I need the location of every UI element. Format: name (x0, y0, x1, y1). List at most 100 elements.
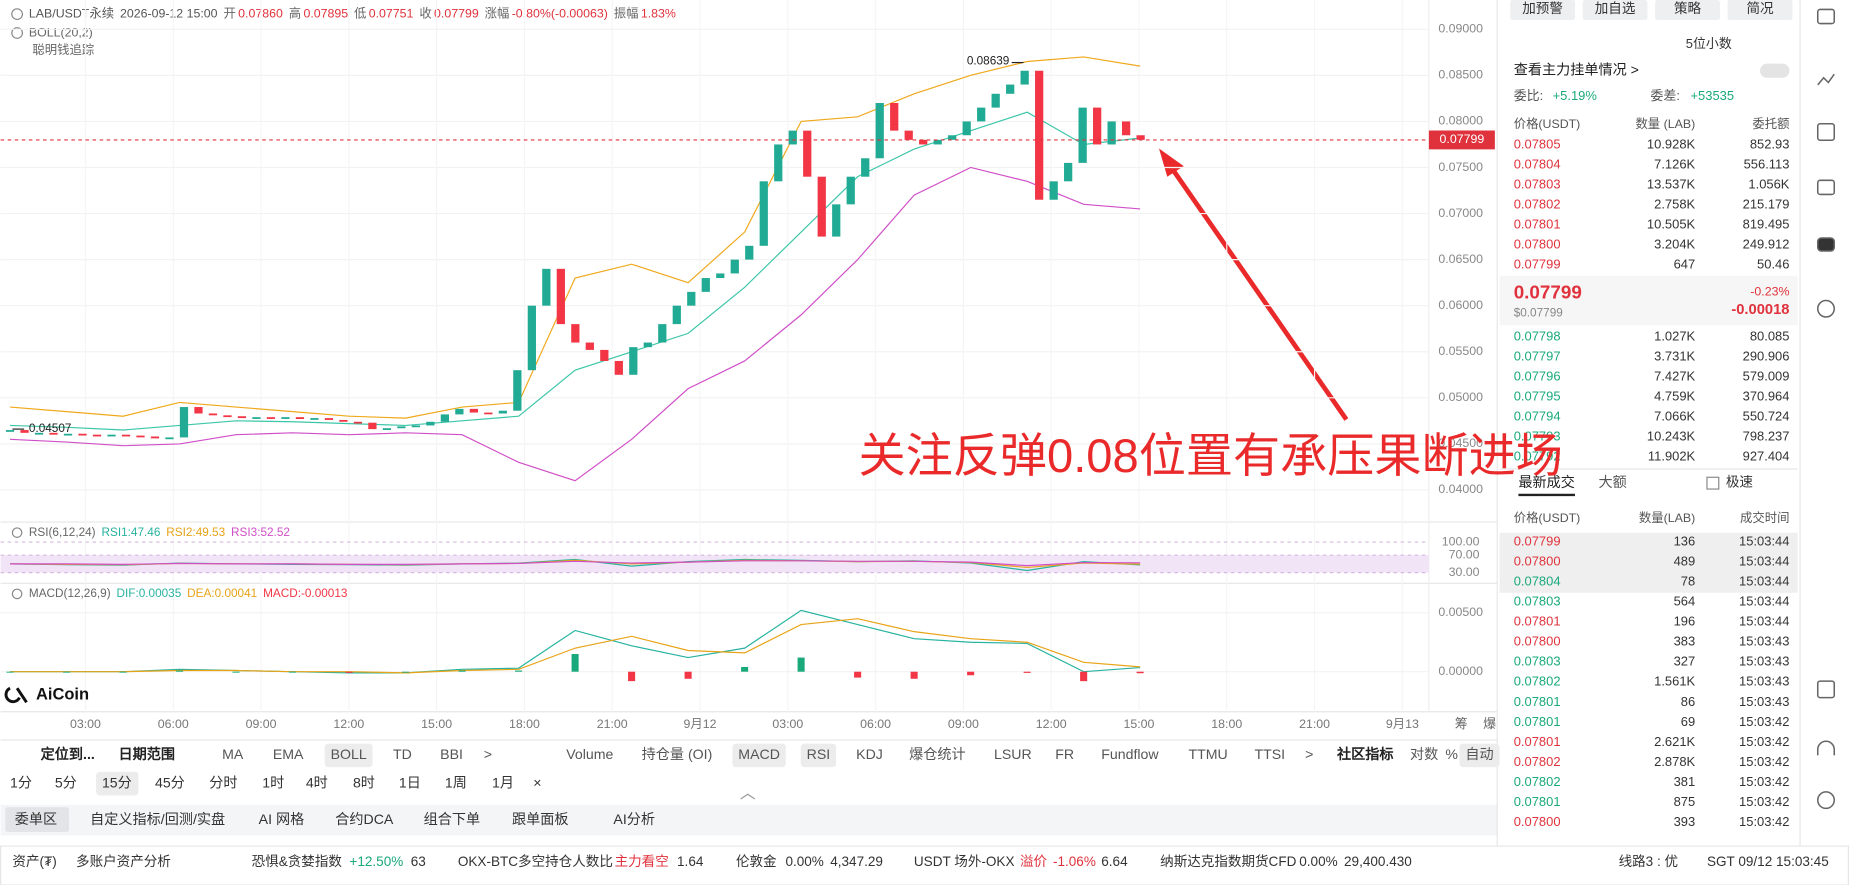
interval[interactable]: 1时 (262, 774, 284, 790)
button[interactable] (1655, 0, 1720, 21)
button[interactable] (1510, 0, 1575, 21)
label: 高 (289, 5, 301, 20)
label[interactable]: 极速 (1726, 475, 1754, 490)
label: LAB/USDT永续 (29, 6, 114, 20)
tab[interactable]: 大额 (1599, 474, 1627, 490)
icon[interactable] (1816, 299, 1836, 318)
icon[interactable] (1816, 791, 1836, 810)
tab[interactable]: 合约DCA (335, 811, 394, 827)
toolbar-item[interactable]: TTSI (1254, 746, 1285, 762)
toolbar-item[interactable]: > (1305, 746, 1313, 762)
interval[interactable]: 4时 (306, 774, 328, 790)
tab[interactable]: AI分析 (613, 811, 655, 827)
candle (1006, 84, 1015, 94)
icon[interactable] (1816, 122, 1836, 141)
toggle[interactable] (1760, 63, 1790, 78)
label: RSI3:52.52 (231, 526, 290, 539)
macd-bar (797, 657, 805, 672)
toolbar-item[interactable]: MACD (738, 746, 780, 762)
candle (977, 107, 986, 122)
toolbar-item[interactable]: Fundflow (1101, 746, 1159, 762)
interval[interactable]: 1月 (492, 774, 514, 790)
trade-time: 15:03:42 (1739, 754, 1789, 769)
candle (266, 417, 276, 419)
trade-time: 15:03:43 (1739, 694, 1789, 709)
icon[interactable] (1817, 73, 1835, 86)
label: RSI(6,12,24) (29, 526, 96, 539)
interval[interactable]: 1周 (445, 774, 467, 790)
toolbar-item[interactable]: FR (1055, 746, 1074, 762)
interval[interactable]: × (533, 774, 541, 790)
status-item: 1.64 (677, 854, 704, 869)
interval[interactable]: 8时 (353, 774, 375, 790)
button[interactable] (1727, 0, 1793, 21)
toolbar-item[interactable]: 自动 (1465, 746, 1493, 762)
label: 涨幅 (485, 5, 510, 20)
order-cell: 0.07803 (1514, 176, 1561, 191)
candle (324, 418, 334, 420)
button-label[interactable]: 加自选 (1595, 1, 1636, 16)
toolbar-item[interactable]: TTMU (1188, 746, 1227, 762)
toolbar-item[interactable]: KDJ (856, 746, 883, 762)
macd-bar (1023, 671, 1031, 673)
macd-bar (515, 670, 523, 672)
icon[interactable] (1816, 680, 1836, 699)
interval[interactable]: 分时 (209, 774, 237, 790)
x-tick-label: 15:00 (1124, 717, 1155, 731)
interval[interactable]: 5分 (55, 774, 77, 790)
icon[interactable] (1816, 740, 1836, 756)
toolbar-item[interactable]: EMA (273, 746, 304, 762)
icon[interactable] (1816, 179, 1836, 196)
decimals[interactable]: 5位小数 (1686, 36, 1732, 51)
icon (11, 588, 23, 600)
toolbar-item[interactable]: 日期范围 (118, 746, 175, 762)
tab[interactable]: AI 网格 (259, 811, 305, 827)
candle (542, 268, 551, 306)
candle (571, 324, 580, 343)
button-label[interactable]: 策略 (1674, 0, 1702, 16)
toolbar-item[interactable]: 对数 (1410, 746, 1438, 762)
button[interactable] (1582, 0, 1648, 21)
toolbar-item[interactable]: TD (393, 746, 412, 762)
status-item: -1.06% (1053, 854, 1096, 869)
link[interactable]: 查看主力挂单情况 > (1514, 61, 1639, 77)
toolbar-item[interactable]: LSUR (994, 746, 1032, 762)
toolbar-item[interactable]: MA (222, 746, 244, 762)
button-label[interactable]: 简况 (1746, 0, 1774, 16)
checkbox[interactable] (1706, 476, 1720, 490)
toolbar-item[interactable]: RSI (807, 746, 831, 762)
candle (252, 417, 261, 419)
interval[interactable]: 1日 (399, 774, 421, 790)
rsi-band (0, 555, 1429, 573)
tab[interactable]: 组合下单 (424, 811, 481, 827)
toolbar-item[interactable]: > (484, 746, 492, 762)
icon[interactable] (1816, 237, 1836, 252)
button-label[interactable]: 加预警 (1522, 1, 1563, 16)
interval[interactable]: 45分 (155, 774, 185, 790)
axis-icon[interactable]: 爆 (1483, 716, 1496, 731)
interval[interactable]: 15分 (102, 774, 132, 790)
interval[interactable]: 1分 (10, 774, 32, 790)
candle (1122, 121, 1131, 136)
trade-time: 15:03:42 (1739, 774, 1789, 789)
toolbar-item[interactable]: 持仓量 (OI) (642, 746, 713, 762)
label: 低 (354, 6, 366, 20)
tab[interactable]: 委单区 (15, 811, 57, 827)
toolbar-item[interactable]: Volume (566, 746, 613, 762)
toolbar-item[interactable]: % (1445, 746, 1458, 762)
tab[interactable]: 最新成交 (1518, 474, 1575, 490)
toolbar-item[interactable]: 社区指标 (1336, 746, 1394, 762)
toolbar-item[interactable]: 定位到... (41, 746, 95, 762)
axis-icon[interactable]: 筹 (1455, 716, 1468, 731)
toolbar-item[interactable]: 爆仓统计 (909, 746, 966, 762)
toolbar-item[interactable]: BBI (440, 746, 463, 762)
tab[interactable]: 自定义指标/回测/实盘 (90, 811, 225, 827)
trade-time: 15:03:44 (1739, 614, 1789, 629)
icon[interactable] (1816, 8, 1836, 25)
macd-bar (289, 671, 297, 673)
order-cell: 0.07793 (1514, 429, 1561, 444)
low-label: 0.04507 (29, 422, 72, 435)
toolbar-item[interactable]: BOLL (331, 746, 367, 762)
tab[interactable]: 跟单面板 (512, 811, 569, 827)
trade-qty: 196 (1674, 614, 1696, 629)
